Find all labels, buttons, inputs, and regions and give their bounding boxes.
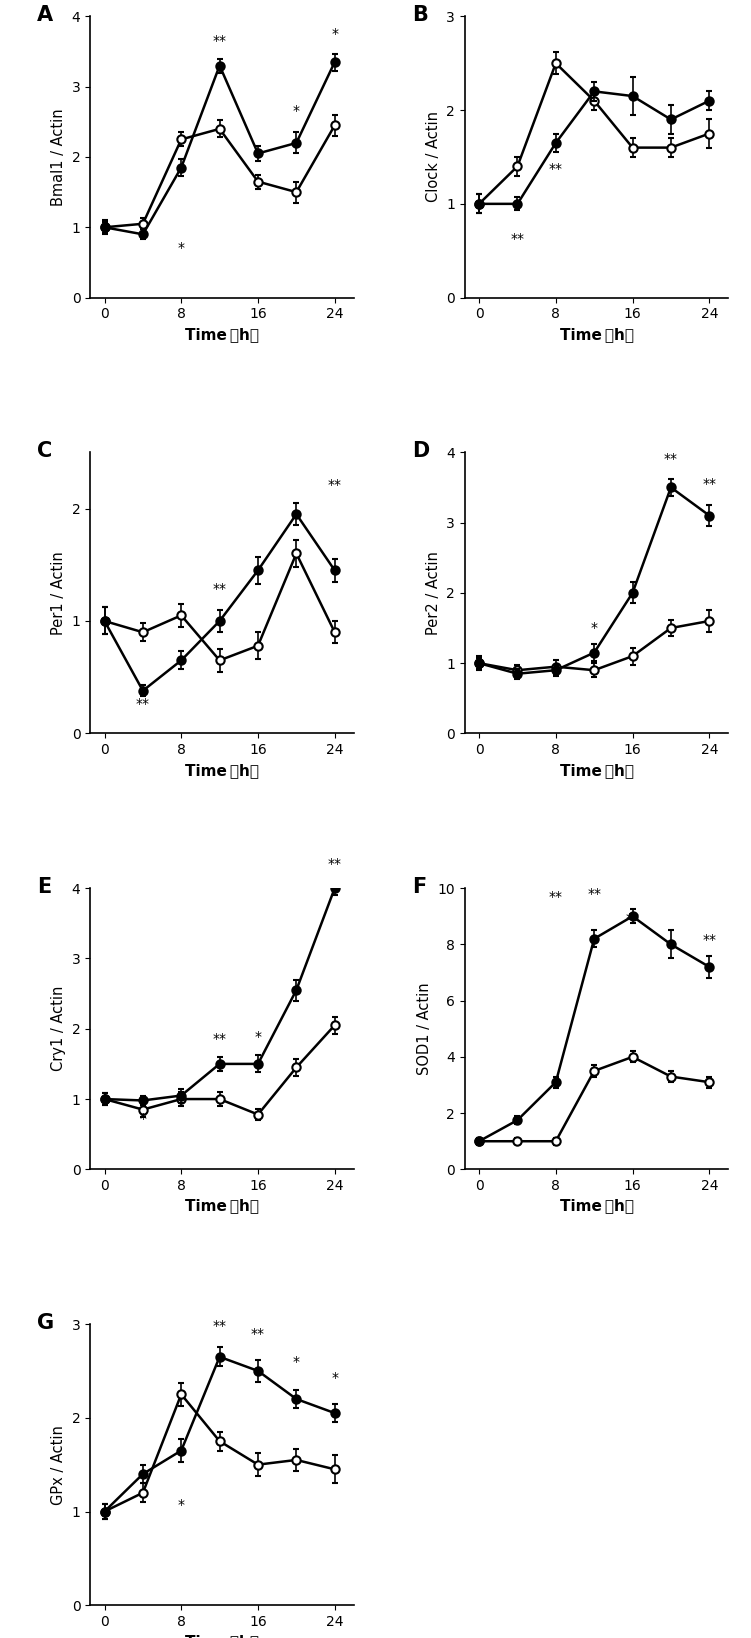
Text: G: G <box>38 1312 55 1333</box>
X-axis label: Time （h）: Time （h） <box>559 1199 634 1214</box>
Text: *: * <box>331 26 338 41</box>
Text: **: ** <box>664 452 678 467</box>
Text: *: * <box>178 241 185 256</box>
Y-axis label: Bmal1 / Actin: Bmal1 / Actin <box>51 108 66 206</box>
X-axis label: Time （h）: Time （h） <box>559 763 634 778</box>
Text: **: ** <box>549 162 562 175</box>
Text: **: ** <box>327 478 342 491</box>
Text: **: ** <box>549 889 562 904</box>
Text: *: * <box>255 1030 261 1043</box>
Text: F: F <box>412 876 426 898</box>
Text: **: ** <box>327 857 342 870</box>
X-axis label: Time （h）: Time （h） <box>185 1199 259 1214</box>
Y-axis label: GPx / Actin: GPx / Actin <box>51 1425 66 1505</box>
X-axis label: Time （h）: Time （h） <box>185 763 259 778</box>
Text: B: B <box>412 5 428 25</box>
Text: **: ** <box>587 886 602 901</box>
Y-axis label: Cry1 / Actin: Cry1 / Actin <box>51 986 66 1071</box>
Text: **: ** <box>213 1319 227 1333</box>
Text: **: ** <box>213 581 227 596</box>
Y-axis label: Per1 / Actin: Per1 / Actin <box>51 550 66 636</box>
Text: C: C <box>38 441 53 460</box>
Text: A: A <box>38 5 53 25</box>
X-axis label: Time （h）: Time （h） <box>185 1635 259 1638</box>
Y-axis label: Per2 / Actin: Per2 / Actin <box>426 550 441 636</box>
Text: **: ** <box>213 34 227 48</box>
Text: **: ** <box>213 1032 227 1047</box>
Text: *: * <box>331 1371 338 1386</box>
Text: **: ** <box>136 698 150 711</box>
Text: E: E <box>38 876 52 898</box>
Text: *: * <box>293 105 300 118</box>
Text: **: ** <box>626 912 640 925</box>
X-axis label: Time （h）: Time （h） <box>559 328 634 342</box>
Text: **: ** <box>702 934 716 947</box>
Text: D: D <box>412 441 429 460</box>
Text: *: * <box>293 1355 300 1369</box>
Y-axis label: Clock / Actin: Clock / Actin <box>426 111 441 203</box>
Text: *: * <box>591 621 598 636</box>
Text: **: ** <box>251 1327 265 1342</box>
Text: **: ** <box>702 477 716 491</box>
Y-axis label: SOD1 / Actin: SOD1 / Actin <box>417 983 432 1075</box>
Text: **: ** <box>511 233 524 246</box>
Text: *: * <box>140 1112 146 1125</box>
X-axis label: Time （h）: Time （h） <box>185 328 259 342</box>
Text: *: * <box>178 1497 185 1512</box>
